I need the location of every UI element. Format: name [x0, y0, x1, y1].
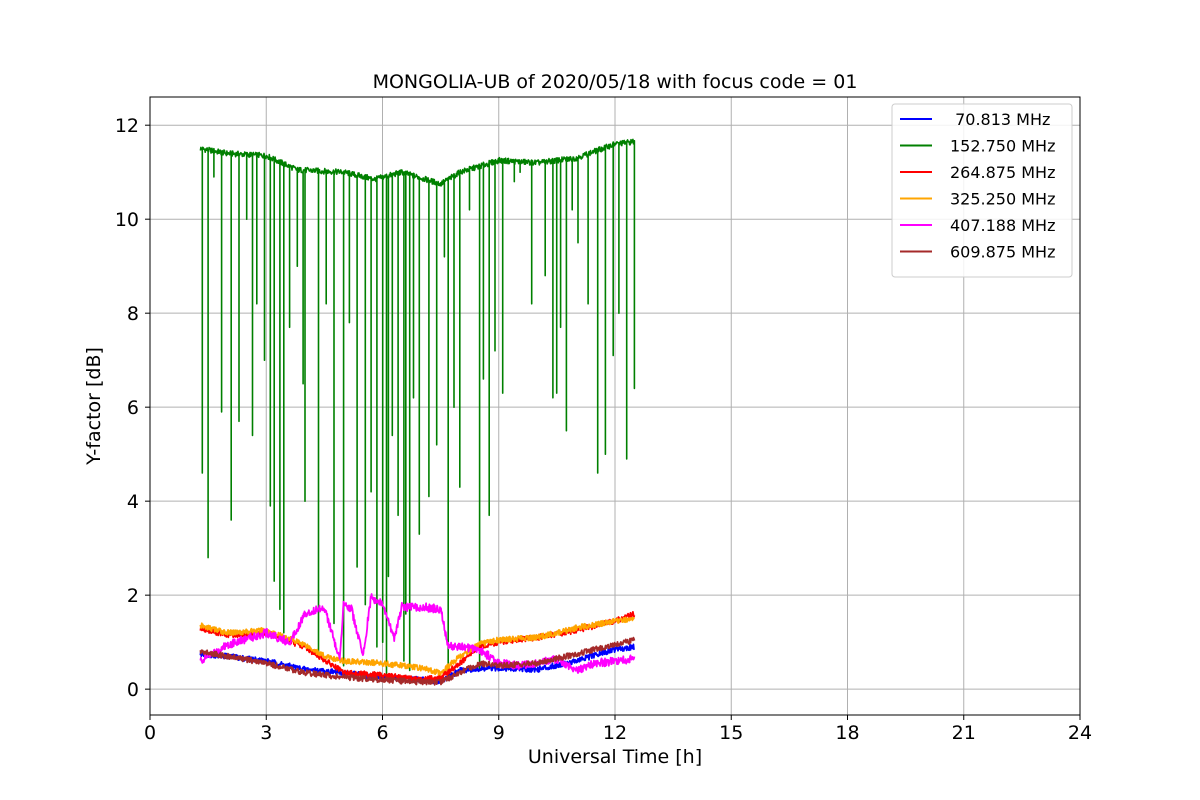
- x-tick-label: 21: [952, 722, 976, 744]
- legend-entry-label: 325.250 MHz: [950, 190, 1055, 209]
- legend-entry-label: 70.813 MHz: [950, 110, 1050, 129]
- y-tick-label: 0: [127, 679, 139, 701]
- y-tick-label: 4: [127, 491, 139, 513]
- legend-entry-label: 609.875 MHz: [950, 243, 1055, 262]
- legend-entry-label: 264.875 MHz: [950, 163, 1055, 182]
- x-tick-label: 15: [719, 722, 743, 744]
- x-tick-label: 12: [603, 722, 627, 744]
- x-tick-label: 24: [1068, 722, 1092, 744]
- y-tick-label: 10: [115, 209, 139, 231]
- chart-title: MONGOLIA-UB of 2020/05/18 with focus cod…: [373, 71, 858, 93]
- y-tick-label: 2: [127, 585, 139, 607]
- series-line-4: [199, 593, 636, 674]
- legend-entry-label: 152.750 MHz: [950, 137, 1055, 156]
- y-tick-label: 12: [115, 115, 139, 137]
- series-line-5: [199, 636, 636, 686]
- legend-entry-label: 407.188 MHz: [950, 216, 1055, 235]
- x-tick-label: 3: [260, 722, 272, 744]
- x-tick-label: 18: [835, 722, 859, 744]
- legend: 70.813 MHz 152.750 MHz 264.875 MHz 325.250 …: [891, 103, 1073, 278]
- y-tick-label: 8: [127, 303, 139, 325]
- x-tick-label: 6: [376, 722, 388, 744]
- x-tick-label: 9: [493, 722, 505, 744]
- legend-frame: [891, 103, 1073, 278]
- series-line-3: [199, 616, 635, 676]
- series-line-1: [199, 138, 636, 681]
- y-tick-label: 6: [127, 397, 139, 419]
- plot-series: [199, 138, 636, 686]
- x-axis-label: Universal Time [h]: [528, 746, 702, 768]
- y-axis-label: Y-factor [dB]: [83, 347, 105, 466]
- x-tick-label: 0: [144, 722, 156, 744]
